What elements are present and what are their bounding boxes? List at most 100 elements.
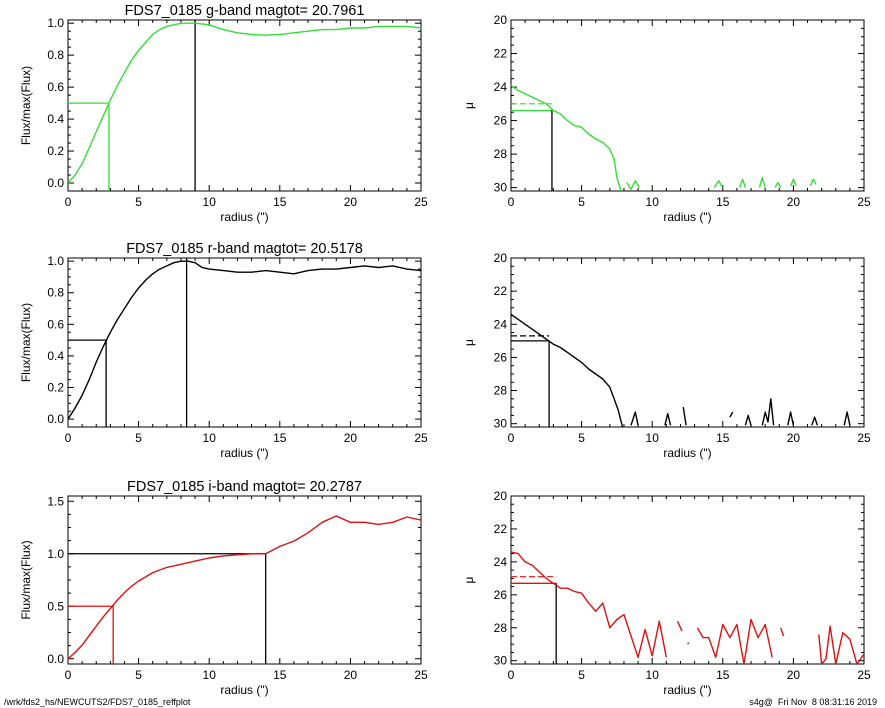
- y-tick-label: 0.6: [47, 317, 64, 331]
- plot-frame-3: [67, 257, 422, 428]
- profile-series-line: [511, 313, 624, 427]
- profile-series-line: [630, 411, 639, 426]
- x-tick-label: 10: [646, 195, 660, 209]
- plot-title-1: FDS7_0185 g-band magtot= 20.7961: [125, 3, 365, 19]
- x-tick-label: 15: [273, 431, 287, 445]
- y-axis-label: μ: [462, 102, 476, 109]
- y-tick-label: 0.0: [47, 652, 64, 666]
- y-tick-label: 1.5: [47, 494, 64, 508]
- x-tick-label: 20: [344, 195, 358, 209]
- profile-series-line: [761, 398, 775, 426]
- y-tick-label: 1.0: [47, 16, 64, 30]
- x-tick-label: 25: [414, 668, 428, 682]
- y-tick-label: 1.0: [47, 254, 64, 268]
- plot-title-3: FDS7_0185 r-band magtot= 20.5178: [126, 241, 363, 257]
- y-axis-label: μ: [462, 576, 476, 583]
- plot-frame-4: [510, 257, 865, 428]
- x-tick-label: 15: [716, 668, 730, 682]
- profile-series-line: [686, 642, 690, 645]
- y-axis-label: Flux/max(Flux): [19, 540, 33, 619]
- x-tick-label: 25: [857, 668, 871, 682]
- plot-frame-1: [67, 19, 422, 192]
- plot-frame-5: [67, 495, 422, 665]
- x-axis-label: radius ("): [220, 446, 268, 460]
- x-tick-label: 0: [508, 668, 515, 682]
- y-tick-label: 22: [494, 284, 508, 298]
- y-tick-label: 20: [494, 251, 508, 265]
- y-axis-label: Flux/max(Flux): [19, 303, 33, 382]
- y-tick-label: 0.6: [47, 80, 64, 94]
- footer-file-path: /wrk/fds2_hs/NEWCUTS2/FDS7_0185_reffplot: [4, 697, 191, 707]
- y-tick-label: 24: [494, 555, 508, 569]
- profile-series-line: [676, 620, 683, 632]
- profile-series-line: [68, 515, 421, 660]
- profile-series-line: [787, 411, 795, 426]
- x-tick-label: 25: [857, 431, 871, 445]
- x-tick-label: 0: [65, 668, 72, 682]
- profile-series-line: [664, 413, 672, 426]
- y-tick-label: 1.0: [47, 547, 64, 561]
- profile-series-line: [626, 180, 641, 191]
- half-light-marker: [68, 605, 114, 664]
- y-tick-label: 30: [494, 181, 508, 195]
- y-tick-label: 0.4: [47, 112, 64, 126]
- plot-frame-6: [510, 495, 865, 665]
- y-tick-label: 20: [494, 13, 508, 27]
- y-tick-label: 0.4: [47, 349, 64, 363]
- x-tick-label: 10: [203, 431, 217, 445]
- profile-series-line: [713, 180, 724, 188]
- profile-series-line: [68, 260, 421, 420]
- profile-series-line: [511, 84, 622, 191]
- profile-series-line: [511, 551, 667, 659]
- x-tick-label: 5: [135, 668, 142, 682]
- profile-series-line: [682, 406, 687, 426]
- x-axis-label: radius ("): [663, 446, 711, 460]
- profile-series-line: [758, 176, 766, 188]
- profile-series-line: [68, 22, 421, 184]
- y-tick-label: 20: [494, 489, 508, 503]
- x-tick-label: 10: [646, 668, 660, 682]
- y-axis-label: Flux/max(Flux): [19, 66, 33, 145]
- y-tick-label: 0.2: [47, 381, 64, 395]
- y-tick-label: 26: [494, 114, 508, 128]
- y-tick-label: 0.2: [47, 144, 64, 158]
- x-tick-label: 5: [578, 431, 585, 445]
- y-tick-label: 28: [494, 147, 508, 161]
- plot-frame-2: [510, 19, 865, 192]
- y-tick-label: 24: [494, 80, 508, 94]
- x-tick-label: 15: [273, 668, 287, 682]
- x-tick-label: 5: [578, 668, 585, 682]
- y-tick-label: 28: [494, 384, 508, 398]
- x-tick-label: 5: [135, 431, 142, 445]
- x-tick-label: 10: [203, 668, 217, 682]
- x-tick-label: 0: [508, 431, 515, 445]
- y-tick-label: 28: [494, 621, 508, 635]
- y-tick-label: 24: [494, 317, 508, 331]
- profile-series-line: [843, 411, 851, 426]
- profile-series-line: [774, 181, 782, 188]
- profile-series-line: [729, 411, 734, 418]
- x-tick-label: 10: [203, 195, 217, 209]
- x-tick-label: 10: [646, 431, 660, 445]
- total-radius-marker: [68, 553, 267, 664]
- y-tick-label: 30: [494, 654, 508, 668]
- x-tick-label: 20: [787, 668, 801, 682]
- x-axis-label: radius ("): [663, 210, 711, 224]
- x-tick-label: 20: [787, 431, 801, 445]
- x-tick-label: 0: [508, 195, 515, 209]
- profile-series-line: [739, 178, 747, 188]
- profile-series-line: [780, 627, 785, 637]
- profile-series-line: [744, 414, 752, 426]
- x-axis-label: radius ("): [220, 683, 268, 697]
- x-tick-label: 25: [414, 195, 428, 209]
- x-tick-label: 20: [787, 195, 801, 209]
- profile-series-line: [696, 618, 773, 664]
- y-axis-label: μ: [462, 339, 476, 346]
- plot-title-5: FDS7_0185 i-band magtot= 20.2787: [127, 479, 362, 495]
- x-tick-label: 15: [716, 431, 730, 445]
- y-tick-label: 26: [494, 588, 508, 602]
- y-tick-label: 0.0: [47, 176, 64, 190]
- x-tick-label: 5: [135, 195, 142, 209]
- y-tick-label: 30: [494, 417, 508, 431]
